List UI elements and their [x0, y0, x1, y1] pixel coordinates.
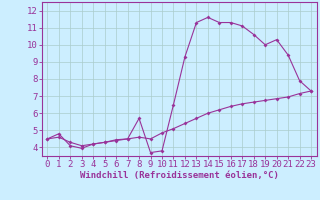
X-axis label: Windchill (Refroidissement éolien,°C): Windchill (Refroidissement éolien,°C): [80, 171, 279, 180]
